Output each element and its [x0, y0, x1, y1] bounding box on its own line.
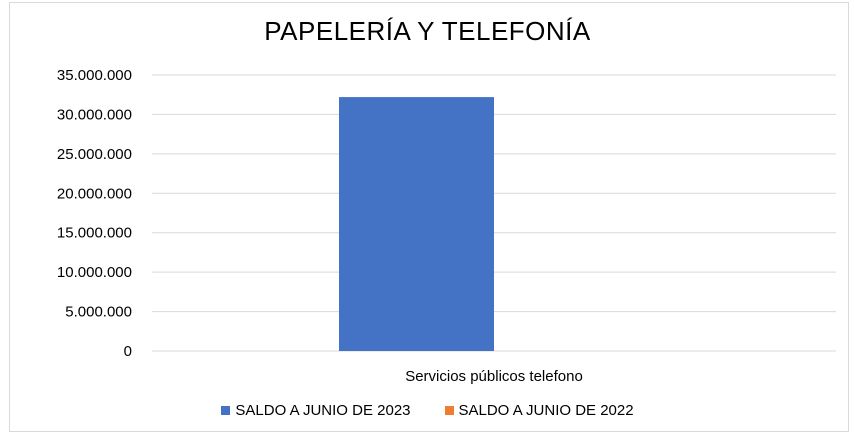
y-axis-ticks: 0 5.000.000 10.000.000 15.000.000 20.000.000…	[57, 67, 132, 360]
legend-swatch-2022	[444, 406, 454, 415]
legend-item-2023: SALDO A JUNIO DE 2023	[221, 402, 411, 419]
y-tick-label: 15.000.000	[57, 225, 132, 242]
y-tick-label: 35.000.000	[57, 67, 132, 84]
y-tick-label: 5.000.000	[65, 304, 132, 321]
chart-title: PAPELERÍA Y TELEFONÍA	[264, 16, 591, 46]
y-tick-label: 30.000.000	[57, 106, 132, 123]
legend-swatch-2023	[221, 406, 231, 415]
legend-item-2022: SALDO A JUNIO DE 2022	[444, 402, 634, 419]
y-tick-label: 20.000.000	[57, 185, 132, 202]
legend: SALDO A JUNIO DE 2023 SALDO A JUNIO DE 2…	[0, 402, 855, 419]
legend-label-2022: SALDO A JUNIO DE 2022	[458, 402, 634, 419]
legend-label-2023: SALDO A JUNIO DE 2023	[235, 402, 411, 419]
x-axis-ticks: Servicios públicos telefono	[405, 368, 583, 385]
x-tick-label: Servicios públicos telefono	[405, 368, 583, 385]
y-tick-label: 10.000.000	[57, 264, 132, 281]
bars	[339, 97, 494, 351]
y-tick-label: 0	[124, 343, 132, 360]
y-tick-label: 25.000.000	[57, 146, 132, 163]
bar-2023	[339, 97, 494, 351]
